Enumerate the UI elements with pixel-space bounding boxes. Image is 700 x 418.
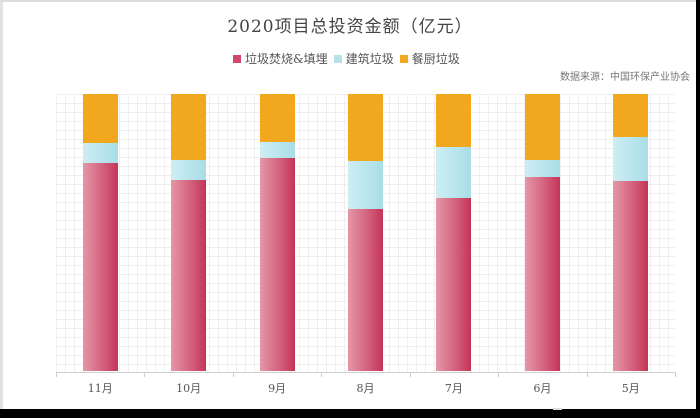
legend-swatch-icon <box>233 54 241 63</box>
bar-segment-construction <box>613 136 649 181</box>
legend-item-incineration: 垃圾焚烧&填埋 <box>233 50 328 67</box>
legend-item-construction: 建筑垃圾 <box>333 50 394 67</box>
stacked-bar <box>348 94 383 371</box>
bar-segment-incineration <box>259 157 295 371</box>
x-tick-label: 6月 <box>533 382 552 395</box>
bar-segment-kitchen <box>171 94 207 160</box>
bar-segment-kitchen <box>82 94 118 144</box>
legend-label: 垃圾焚烧&填埋 <box>245 52 328 66</box>
legend-swatch-icon <box>333 54 342 63</box>
x-axis-tick <box>498 372 500 377</box>
x-axis-tick <box>232 372 234 377</box>
legend-label: 建筑垃圾 <box>345 52 394 66</box>
chart-title: 2020项目总投资金额（亿元） <box>227 17 473 37</box>
bar-segment-construction <box>82 143 118 163</box>
bar-segment-kitchen <box>436 94 472 147</box>
bar-segment-construction <box>524 159 560 177</box>
stacked-bar <box>82 94 118 371</box>
x-tick-label: 8月 <box>356 382 375 395</box>
legend-label: 餐厨垃圾 <box>411 52 460 66</box>
stacked-bar <box>524 94 560 371</box>
chart-legend: 垃圾焚烧&填埋 建筑垃圾 餐厨垃圾 <box>233 50 466 67</box>
bar-segment-kitchen <box>524 94 560 160</box>
stacked-bar <box>259 94 295 371</box>
stacked-bar <box>613 94 649 371</box>
bottom-handle <box>553 408 562 410</box>
bar-segment-kitchen <box>613 94 649 137</box>
bar-segment-incineration <box>171 179 207 371</box>
x-axis-tick <box>144 372 146 377</box>
x-axis-line <box>56 372 676 373</box>
x-axis-tick <box>321 372 323 377</box>
x-axis-tick <box>409 372 411 377</box>
bar-segment-kitchen <box>348 94 383 162</box>
bar-segment-construction <box>259 141 295 158</box>
x-tick-label: 11月 <box>87 382 113 395</box>
stacked-bar <box>436 94 472 371</box>
bar-segment-incineration <box>613 180 649 371</box>
x-tick-label: 5月 <box>621 382 640 395</box>
bar-segment-incineration <box>436 197 472 371</box>
bar-segment-construction <box>436 146 472 198</box>
stacked-bar <box>171 94 207 371</box>
bar-segment-incineration <box>524 176 560 371</box>
bar-segment-incineration <box>348 208 383 371</box>
x-tick-label: 9月 <box>268 382 287 395</box>
x-axis-tick <box>675 372 676 377</box>
data-source-note: 数据来源：中国环保产业协会 <box>560 72 690 83</box>
x-axis-tick <box>56 372 57 377</box>
x-tick-label: 7月 <box>444 382 463 395</box>
bar-segment-kitchen <box>259 94 295 142</box>
bar-segment-construction <box>348 161 383 209</box>
x-axis-tick <box>586 372 588 377</box>
bar-segment-construction <box>171 159 207 180</box>
bar-segment-incineration <box>82 162 118 371</box>
legend-item-kitchen: 餐厨垃圾 <box>399 50 460 67</box>
x-tick-label: 10月 <box>176 382 202 395</box>
legend-swatch-icon <box>399 54 408 63</box>
